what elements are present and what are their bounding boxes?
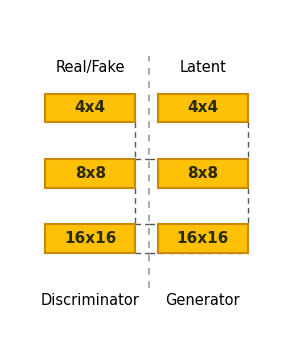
FancyBboxPatch shape [45,159,135,188]
FancyBboxPatch shape [45,93,135,122]
Text: Discriminator: Discriminator [41,292,139,308]
Text: 16x16: 16x16 [64,231,116,246]
FancyBboxPatch shape [158,159,248,188]
Text: Latent: Latent [179,59,226,74]
Text: 8x8: 8x8 [187,166,218,181]
Text: 4x4: 4x4 [187,101,218,115]
Text: 8x8: 8x8 [75,166,106,181]
FancyBboxPatch shape [158,93,248,122]
FancyBboxPatch shape [158,224,248,253]
FancyBboxPatch shape [45,224,135,253]
Text: Generator: Generator [165,292,240,308]
Text: Real/Fake: Real/Fake [55,59,125,74]
Text: 16x16: 16x16 [176,231,229,246]
Text: 4x4: 4x4 [75,101,106,115]
